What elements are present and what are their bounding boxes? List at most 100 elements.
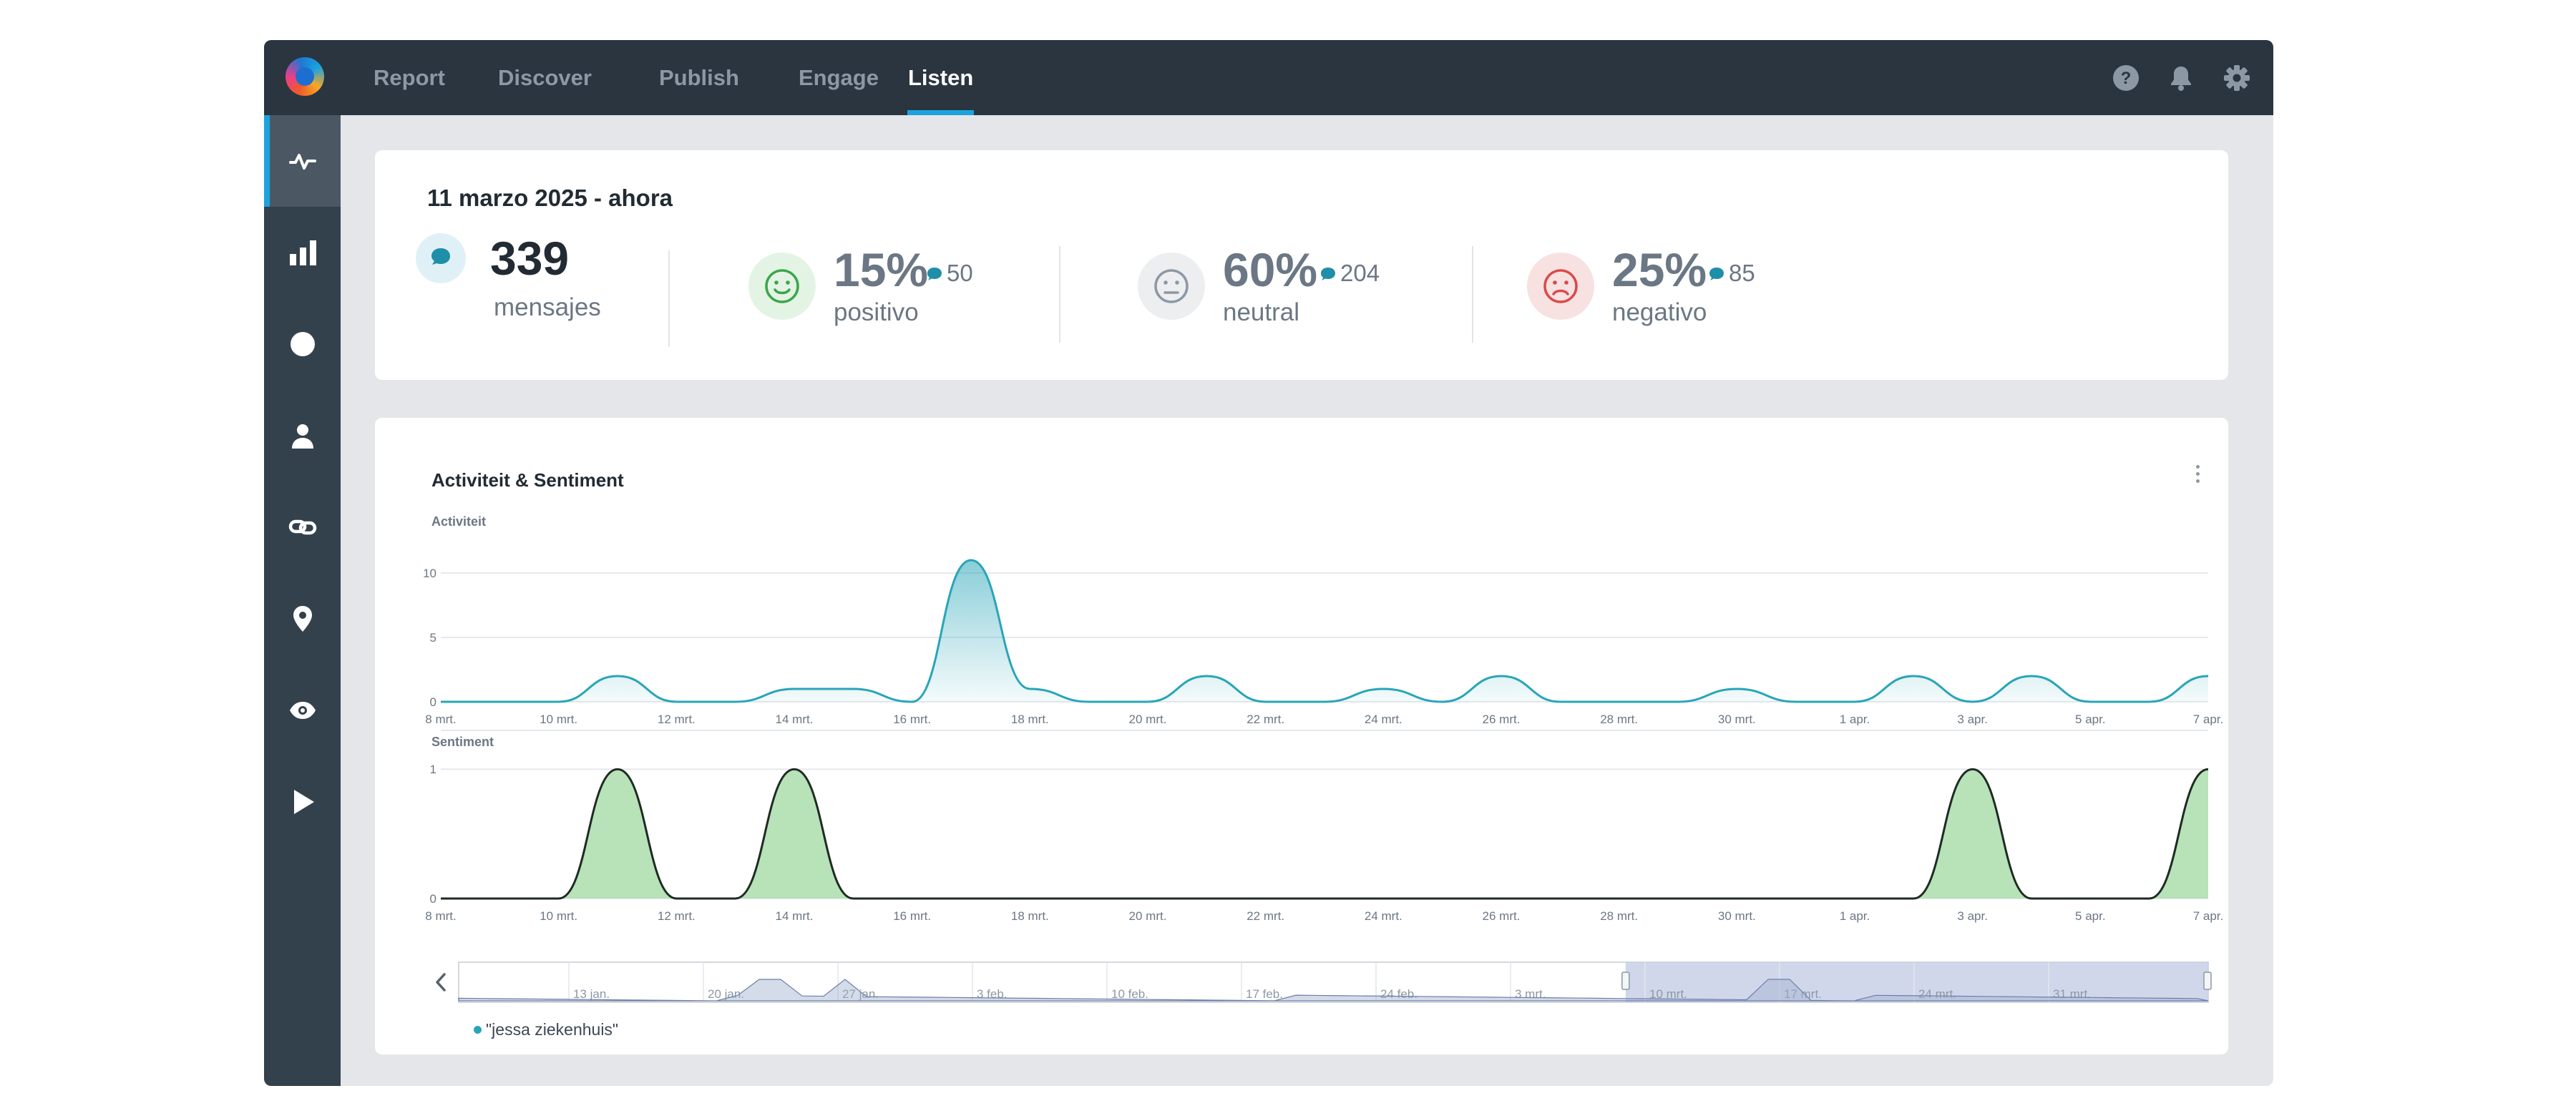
x-tick-label: 1 apr. [1840,909,1870,923]
neutral-percent: 60% [1223,243,1318,296]
x-tick-label: 12 mrt. [658,713,696,725]
activity-sentiment-card: Activiteit & Sentiment Activiteit Sentim… [375,418,2228,1054]
play-icon [293,790,314,814]
series-area [441,560,2208,702]
x-tick-label: 14 mrt. [776,713,814,725]
navigator-series [458,979,2209,1002]
x-tick-label: 3 apr. [1957,909,1988,923]
legend-dot [474,1026,482,1034]
user-icon [291,424,313,449]
nav-tab-report[interactable]: Report [374,65,445,90]
navigator-handle-right[interactable] [2203,971,2212,990]
negative-percent: 25% [1612,243,1707,296]
x-tick-label: 5 apr. [2075,909,2106,923]
divider [1059,246,1060,343]
x-tick-label: 22 mrt. [1246,909,1284,923]
x-tick-label: 5 apr. [2075,713,2106,725]
x-tick-label: 16 mrt. [893,909,931,923]
navigator-label: 24 mrt. [1918,987,1956,1001]
x-tick-label: 22 mrt. [1246,713,1284,725]
comment-icon [927,268,942,280]
x-tick-label: 8 mrt. [425,713,456,725]
navigator-label: 17 feb. [1246,987,1283,1001]
sidebar-item-links[interactable] [264,481,341,573]
x-tick-label: 18 mrt. [1011,909,1049,923]
bar-chart-icon [289,240,316,265]
more-options-icon[interactable] [2194,465,2201,485]
link-icon [288,519,316,535]
sidebar-item-statistics[interactable] [264,207,341,298]
date-range: 11 marzo 2025 - ahora [427,185,673,211]
positive-count: 50 [947,260,973,286]
activity-chart-label: Activiteit [431,514,487,529]
speech-bubble-icon [416,233,466,283]
negative-count: 85 [1729,260,1755,286]
location-pin-icon [293,606,312,632]
time-navigator[interactable]: 13 jan. 20 jan. 27 jan. 3 feb. 10 feb. 17 feb… [375,961,2228,1012]
positive-percent: 15% [834,243,929,296]
sidebar-item-sentiment[interactable] [264,298,341,390]
chevron-left-icon[interactable] [432,971,449,994]
app-window: Report Discover Publish Engage Listen ? [264,40,2273,1086]
y-tick-label: 0 [430,892,436,906]
x-tick-label: 3 apr. [1957,713,1988,725]
gear-icon[interactable] [2223,64,2250,92]
bell-icon[interactable] [2167,64,2195,92]
navigator-label: 27 jan. [842,987,879,1001]
sidebar-item-reach[interactable] [264,665,341,756]
comment-icon [1709,268,1724,280]
sentiment-chart: 018 mrt. 10 mrt. 12 mrt. 14 mrt. 16 mrt. 18 m… [425,730,2223,923]
y-tick-label: 0 [430,695,436,709]
x-tick-label: 8 mrt. [425,909,456,923]
positive-label: positivo [834,298,919,326]
series-area [441,769,2208,899]
summary-card: 11 marzo 2025 - ahora 339 mensajes 15% [375,150,2228,380]
legend-label: "jessa ziekenhuis" [486,1020,619,1039]
navigator-handle-left[interactable] [1621,971,1630,990]
sentiment-chart-label: Sentiment [431,735,494,749]
navigator-label: 10 mrt. [1649,987,1687,1001]
sidebar-item-media[interactable] [264,756,341,848]
app-logo-icon[interactable] [286,57,324,96]
help-icon[interactable]: ? [2112,64,2140,92]
y-tick-label: 10 [423,567,436,580]
x-tick-label: 26 mrt. [1483,909,1521,923]
messages-count: 339 [490,232,570,285]
neutral-label: neutral [1223,298,1300,326]
neutral-face-icon [1138,253,1205,320]
sidebar-item-authors[interactable] [264,390,341,481]
x-tick-label: 28 mrt. [1600,713,1638,725]
eye-icon [289,702,316,719]
nav-tab-publish[interactable]: Publish [659,65,739,90]
x-tick-label: 30 mrt. [1718,909,1756,923]
sad-face-icon [1527,253,1594,320]
x-tick-label: 20 mrt. [1129,713,1167,725]
x-tick-label: 14 mrt. [776,909,814,923]
sidebar-item-activity[interactable] [264,115,341,207]
negative-label: negativo [1612,298,1707,326]
chart-title: Activiteit & Sentiment [431,469,624,491]
series-line [441,559,2209,703]
divider [1472,246,1473,343]
x-tick-label: 7 apr. [2193,713,2224,725]
x-tick-label: 24 mrt. [1365,909,1402,923]
smile-icon [748,253,816,320]
sidebar-item-locations[interactable] [264,573,341,665]
nav-tab-listen[interactable]: Listen [907,40,975,115]
top-navigation-bar: Report Discover Publish Engage Listen ? [264,40,2273,115]
x-tick-label: 12 mrt. [658,909,696,923]
series-line [440,768,2209,900]
activity-icon [288,154,316,170]
x-tick-label: 24 mrt. [1365,713,1402,725]
nav-tab-discover[interactable]: Discover [498,65,592,90]
y-tick-label: 5 [430,631,436,645]
neutral-count: 204 [1340,260,1380,286]
legend-item[interactable]: "jessa ziekenhuis" [474,1020,618,1039]
navigator-label: 20 jan. [708,987,744,1001]
activity-chart: 0 5 10 8 mrt. 10 mrt. 12 mrt. 14 mrt. 16 mrt. 18… [423,559,2224,725]
x-tick-label: 16 mrt. [893,713,931,725]
x-tick-label: 30 mrt. [1718,713,1756,725]
x-tick-label: 1 apr. [1840,713,1870,725]
nav-tab-engage[interactable]: Engage [799,65,879,90]
sidebar [264,115,341,1086]
